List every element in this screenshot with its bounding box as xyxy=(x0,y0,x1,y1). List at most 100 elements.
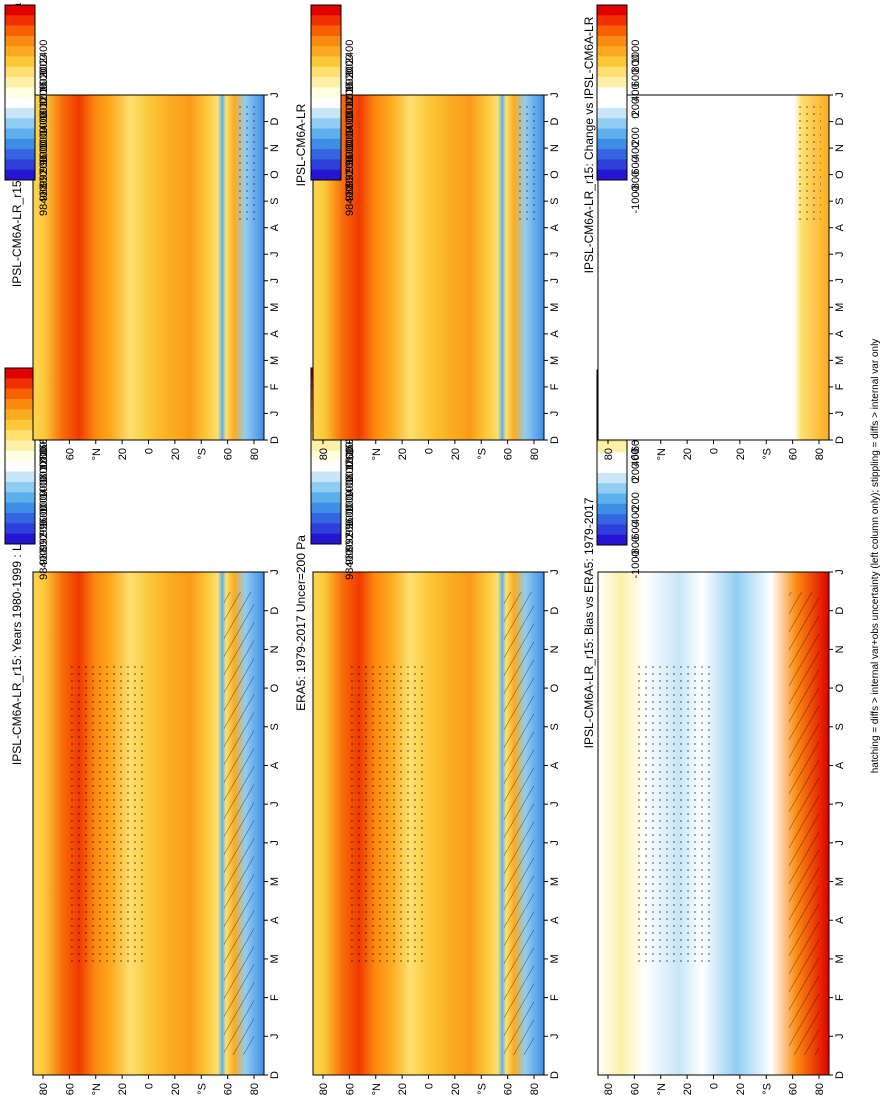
lat-label-p5: °N xyxy=(656,1083,668,1095)
month-label-p5: M xyxy=(834,877,846,886)
month-label-p4: M xyxy=(549,303,561,312)
heatmap-field-p2 xyxy=(33,95,264,440)
month-label-p4: M xyxy=(549,356,561,365)
colorbar-swatch-p1 xyxy=(5,430,35,441)
lat-label-p4: 60 xyxy=(344,448,356,460)
lat-label-p2: 20 xyxy=(117,448,129,460)
month-label-p1: M xyxy=(269,954,281,963)
colorbar-swatch-p3 xyxy=(311,471,341,483)
panel-title-p5: IPSL-CM6A-LR_r15: Bias vs ERA5: 1979-201… xyxy=(582,497,596,748)
colorbar-label-p2: 99600 xyxy=(38,142,50,173)
lat-label-p3: 60 xyxy=(344,1083,356,1095)
lat-label-p2: 80 xyxy=(249,448,261,460)
colorbar-label-p3: 101200 xyxy=(344,447,356,484)
colorbar-swatch-p2 xyxy=(5,169,35,181)
month-label-p6: A xyxy=(834,330,846,338)
month-label-p4: J xyxy=(549,92,561,98)
colorbar-swatch-p4 xyxy=(311,46,341,57)
colorbar-swatch-p5 xyxy=(597,472,627,484)
month-label-p4: F xyxy=(549,383,561,390)
month-label-p6: F xyxy=(834,383,846,390)
month-label-p2: A xyxy=(269,223,281,231)
lat-label-p5: 20 xyxy=(735,1083,747,1095)
month-label-p5: J xyxy=(834,569,846,575)
lat-label-p6: 20 xyxy=(682,448,694,460)
colorbar-swatch-p6 xyxy=(597,35,627,47)
colorbar-label-p2: 102400 xyxy=(38,40,50,77)
colorbar-frame-p2 xyxy=(4,4,36,181)
colorbar-swatch-p6 xyxy=(597,97,627,109)
month-label-p6: N xyxy=(834,144,846,152)
colorbar-swatch-p6 xyxy=(597,118,627,129)
month-label-p4: J xyxy=(549,411,561,417)
month-label-p3: D xyxy=(549,1071,561,1079)
colorbar-swatch-p1 xyxy=(5,471,35,483)
month-label-p6: O xyxy=(834,170,846,179)
colorbar-swatch-p1 xyxy=(5,388,35,400)
colorbar-swatch-p6 xyxy=(597,87,627,98)
lat-label-p4: °N xyxy=(371,448,383,460)
month-label-p2: D xyxy=(269,436,281,444)
stippling-p2 xyxy=(234,105,256,225)
lat-label-p1: 80 xyxy=(249,1083,261,1095)
month-label-p1: M xyxy=(269,877,281,886)
month-label-p1: F xyxy=(269,994,281,1001)
month-label-p3: A xyxy=(549,916,561,924)
colorbar-label-p2: 98800 xyxy=(38,171,50,202)
colorbar-swatch-p4 xyxy=(311,25,341,37)
lat-label-p6: °N xyxy=(656,448,668,460)
stippling-p6 xyxy=(799,105,821,225)
colorbar-label-p5: 400 xyxy=(630,448,642,466)
colorbar-swatch-p5 xyxy=(597,503,627,515)
month-label-p6: J xyxy=(834,251,846,257)
colorbar-swatch-p4 xyxy=(311,77,341,88)
lat-label-p1: 20 xyxy=(170,1083,182,1095)
colorbar-label-p2: 101600 xyxy=(38,69,50,106)
colorbar-swatch-p2 xyxy=(5,118,35,129)
month-label-p4: O xyxy=(549,170,561,179)
month-label-p5: A xyxy=(834,916,846,924)
colorbar-label-p2: 100800 xyxy=(38,98,50,135)
colorbar-label-p3: 100000 xyxy=(344,491,356,528)
lat-label-p1: °N xyxy=(91,1083,103,1095)
lat-label-p5: 60 xyxy=(788,1083,800,1095)
colorbar-swatch-p6 xyxy=(597,169,627,181)
colorbar-swatch-p4 xyxy=(311,15,341,26)
lat-label-p5: 0 xyxy=(709,1083,721,1089)
month-label-p3: F xyxy=(549,994,561,1001)
colorbar-label-p4: 101600 xyxy=(344,69,356,106)
colorbar-swatch-p3 xyxy=(311,533,341,545)
lat-label-p2: °S xyxy=(196,448,208,460)
colorbar-label-p4: 102000 xyxy=(344,54,356,91)
colorbar-swatch-p6 xyxy=(597,138,627,150)
colorbar-swatch-p6 xyxy=(597,46,627,57)
colorbar-swatch-p5 xyxy=(597,483,627,494)
colorbar-label-p6: -1000 xyxy=(630,185,642,213)
month-label-p5: S xyxy=(834,723,846,730)
month-label-p3: D xyxy=(549,607,561,615)
month-label-p5: J xyxy=(834,801,846,807)
colorbar-label-p3: 100400 xyxy=(344,476,356,513)
colorbar-swatch-p4 xyxy=(311,66,341,78)
colorbar-swatch-p2 xyxy=(5,149,35,160)
colorbar-swatch-p6 xyxy=(597,149,627,160)
colorbar-label-p4: 100000 xyxy=(344,127,356,164)
colorbar-swatch-p5 xyxy=(597,442,627,453)
colorbar-swatch-p1 xyxy=(5,419,35,431)
colorbar-frame-p4 xyxy=(310,4,342,181)
month-label-p2: D xyxy=(269,118,281,126)
lat-label-p3: 20 xyxy=(397,1083,409,1095)
stippling-p5 xyxy=(633,662,713,962)
month-label-p3: J xyxy=(549,840,561,846)
month-label-p6: M xyxy=(834,303,846,312)
month-label-p6: J xyxy=(834,92,846,98)
lat-label-p2: 80 xyxy=(38,448,50,460)
lat-label-p5: 80 xyxy=(603,1083,615,1095)
stippling-p3 xyxy=(348,662,428,962)
colorbar-swatch-p1 xyxy=(5,440,35,452)
month-label-p5: D xyxy=(834,607,846,615)
colorbar-label-p2: 100400 xyxy=(38,113,50,150)
lat-label-p6: 0 xyxy=(709,448,721,454)
month-label-p5: M xyxy=(834,954,846,963)
